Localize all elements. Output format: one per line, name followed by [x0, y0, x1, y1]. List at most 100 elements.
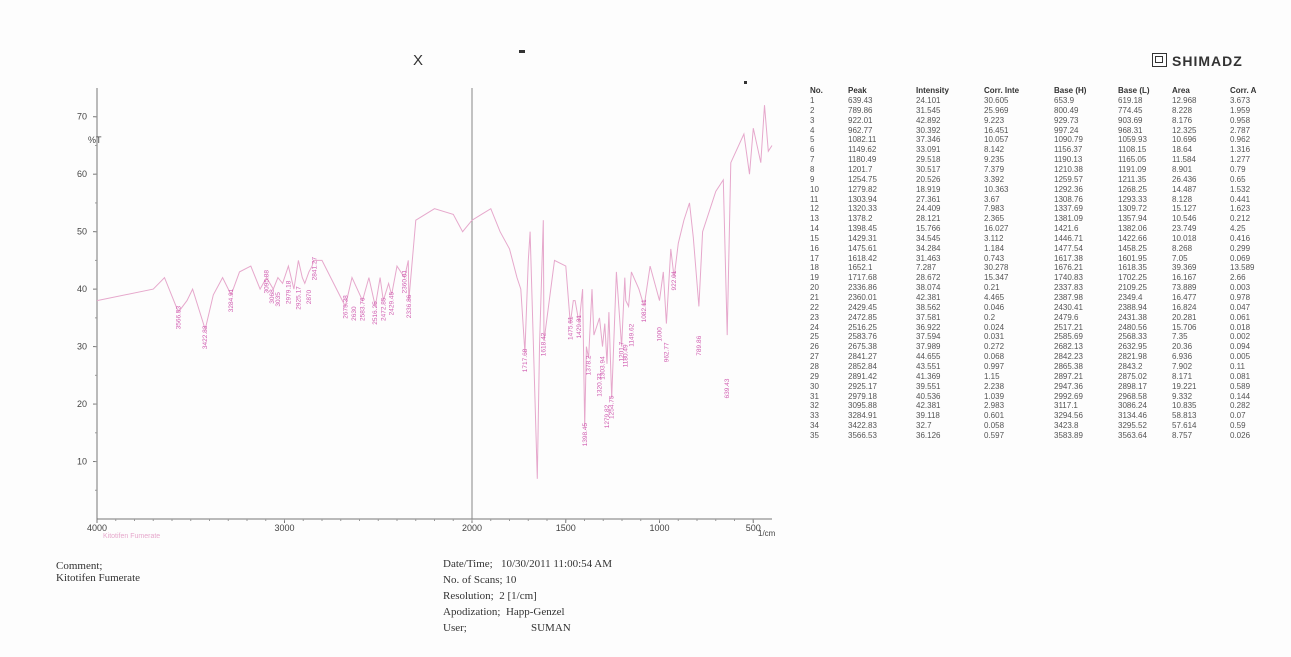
peak-table-cell: 19	[810, 273, 819, 283]
shimadzu-logo-icon	[1152, 53, 1167, 67]
peak-table-cell: 10	[810, 184, 819, 194]
peak-table-cell: 0.069	[1230, 253, 1251, 263]
peak-table-cell: 1090.79	[1054, 135, 1083, 145]
peak-table-cell: 10.546	[1172, 214, 1197, 224]
peak-table-cell: 2842.23	[1054, 352, 1083, 362]
peak-table-cell: 1320.33	[848, 204, 877, 214]
y-tick-label: 30	[77, 342, 87, 352]
pen-mark-dash	[519, 50, 525, 53]
sample-label: Kitotifen Fumerate	[103, 533, 160, 540]
peak-table-cell: 2388.94	[1118, 302, 1147, 312]
peak-table-cell: 0.07	[1230, 411, 1246, 421]
peak-table-cell: 1059.93	[1118, 135, 1147, 145]
peak-table-cell: 16.027	[984, 224, 1009, 234]
peak-table-cell: 20	[810, 283, 819, 293]
peak-table-cell: 1357.94	[1118, 214, 1147, 224]
peak-table-cell: 25.969	[984, 105, 1009, 115]
peak-table-cell: 28	[810, 361, 819, 371]
peak-table-cell: 13.589	[1230, 263, 1255, 273]
peak-table-cell: 3117.1	[1054, 401, 1078, 411]
peak-table-cell: 2349.4	[1118, 293, 1143, 302]
brand-name: SHIMADZ	[1172, 53, 1243, 69]
peak-table-cell: 0.2	[984, 312, 996, 322]
peak-table-cell: 34.284	[916, 243, 941, 253]
x-axis-label: 1/cm	[758, 529, 776, 538]
peak-table-cell: 929.73	[1054, 115, 1079, 125]
peak-table-cell: 42.381	[916, 293, 941, 302]
peak-table-cell: 0.21	[984, 283, 1000, 293]
peak-table-cell: 3.392	[984, 174, 1005, 184]
peak-table-cell: 2632.95	[1118, 342, 1147, 352]
peak-table-cell: 1.532	[1230, 184, 1251, 194]
peak-table-cell: 0.11	[1230, 361, 1245, 371]
peak-annotation: 639.43	[724, 378, 731, 398]
peak-table-cell: 28.672	[916, 273, 941, 283]
peak-table-cell: 968.31	[1118, 125, 1143, 135]
spectrum-series	[96, 105, 773, 479]
peak-table-cell: 13	[810, 214, 819, 224]
peak-table-cell: 25	[810, 332, 819, 342]
peak-table-cell: 2947.36	[1054, 381, 1083, 391]
peak-table-cell: 0.59	[1230, 421, 1246, 431]
peak-annotation: 1149.62	[628, 323, 635, 346]
peak-annotation: 2630	[351, 306, 358, 321]
peak-table-cell: 28.121	[916, 214, 941, 224]
peak-table-cell: 1475.61	[848, 243, 877, 253]
peak-table-cell: 1	[810, 96, 815, 105]
peak-table-cell: 2568.33	[1118, 332, 1147, 342]
peak-table-cell: 1.184	[984, 243, 1005, 253]
peak-annotation: 2675.38	[342, 295, 349, 319]
peak-table-cell: 7.35	[1172, 332, 1188, 342]
peak-table-cell: 1382.06	[1118, 224, 1147, 234]
apodization-value: Happ-Genzel	[505, 606, 565, 618]
acquisition-info: Date/Time; 10/30/2011 11:00:54 AM No. of…	[443, 556, 612, 636]
peak-table-cell: 16.167	[1172, 273, 1197, 283]
peak-table-cell: 3086.24	[1118, 401, 1147, 411]
peak-annotation: 2472.85	[380, 297, 387, 321]
peak-table-cell: 7.05	[1172, 253, 1188, 263]
peak-table-cell: 0.299	[1230, 243, 1251, 253]
y-tick-label: 20	[77, 399, 87, 409]
peak-table-cell: 7.902	[1172, 361, 1193, 371]
peak-table-cell: 39.551	[916, 381, 941, 391]
peak-table-cell: 44.655	[916, 352, 941, 362]
peak-annotation: 1429.31	[576, 315, 583, 339]
peak-table-cell: 32.7	[916, 421, 932, 431]
peak-table-cell: 0.743	[984, 253, 1005, 263]
peak-table-cell: 2852.84	[848, 361, 877, 371]
peak-table-cell: 0.081	[1230, 371, 1251, 381]
peak-table-cell: 2875.02	[1118, 371, 1147, 381]
peak-table-cell: 1458.25	[1118, 243, 1147, 253]
peak-table-cell: 73.889	[1172, 283, 1197, 293]
peak-table-cell: 2429.45	[848, 302, 877, 312]
peak-annotation: 962.77	[664, 342, 671, 362]
peak-table-cell: 16.451	[984, 125, 1009, 135]
peak-table-cell: 0.005	[1230, 352, 1251, 362]
col-corr-a: Corr. A	[1230, 86, 1257, 95]
peak-table-cell: 8.757	[1172, 430, 1193, 440]
peak-table-cell: 26.436	[1172, 174, 1197, 184]
peak-table-cell: 0.597	[984, 430, 1005, 440]
peak-table-cell: 21	[810, 293, 819, 302]
y-axis-label: %T	[88, 135, 102, 145]
peak-table-cell: 34	[810, 421, 819, 431]
peak-table-cell: 2516.25	[848, 322, 877, 332]
peak-table-cell: 1740.83	[1054, 273, 1083, 283]
peak-table-cell: 8.128	[1172, 194, 1193, 204]
date-row: Date/Time; 10/30/2011 11:00:54 AM	[443, 556, 612, 572]
peak-table-cell: 38.074	[916, 283, 941, 293]
peak-table-cell: 37.594	[916, 332, 941, 342]
peak-table-cell: 12	[810, 204, 819, 214]
peak-table-cell: 32	[810, 401, 819, 411]
peak-table-cell: 39.118	[916, 411, 940, 421]
peak-table-cell: 1618.35	[1118, 263, 1147, 273]
peak-table-cell: 3.673	[1230, 96, 1251, 105]
apodization-label: Apodization;	[443, 606, 501, 618]
peak-table-cell: 2.365	[984, 214, 1005, 224]
chart-ticks: 70 60 50 40 30 20 10 4000 3000 2000 1500 1000 500	[77, 112, 761, 533]
peak-table-cell: 10.018	[1172, 233, 1197, 243]
peak-annotation: 1201.7	[619, 341, 626, 361]
peak-table-cell: 1201.7	[848, 164, 873, 174]
peak-table-cell: 800.49	[1054, 105, 1079, 115]
peak-table-cell: 0.282	[1230, 401, 1251, 411]
